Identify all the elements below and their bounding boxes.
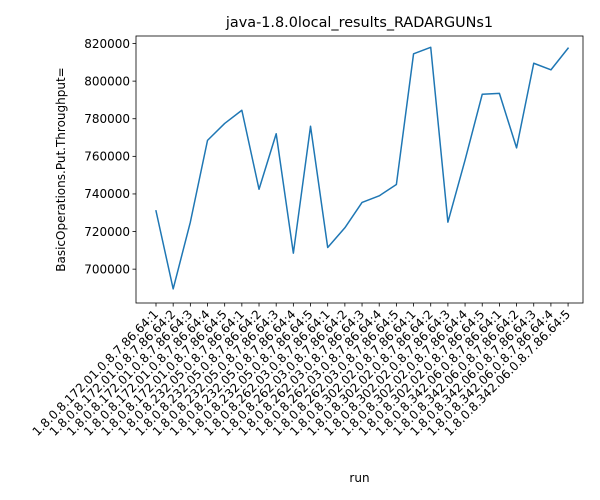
- series-line: [155, 46, 570, 290]
- y-tick-label: 800000: [84, 74, 130, 88]
- y-tick-label: 820000: [84, 37, 130, 51]
- y-axis-ticks: 700000 720000 740000 760000 780000 800000 8200…: [84, 37, 136, 276]
- y-tick-label: 740000: [84, 187, 130, 201]
- y-tick-label: 700000: [84, 262, 130, 276]
- chart-title: java-1.8.0local_results_RADARGUNs1: [225, 15, 493, 31]
- x-axis-label: run: [349, 471, 369, 485]
- plot-frame: [135, 35, 584, 304]
- y-axis-label: BasicOperations.Put.Throughput=: [54, 67, 68, 271]
- x-axis-ticks: 1.8.0.8.172.01.0.8.7.86.64:11.8.0.8.172.…: [30, 303, 573, 439]
- y-tick-label: 760000: [84, 150, 130, 164]
- y-tick-label: 720000: [84, 225, 130, 239]
- series-layer: [155, 46, 570, 290]
- y-tick-label: 780000: [84, 112, 130, 126]
